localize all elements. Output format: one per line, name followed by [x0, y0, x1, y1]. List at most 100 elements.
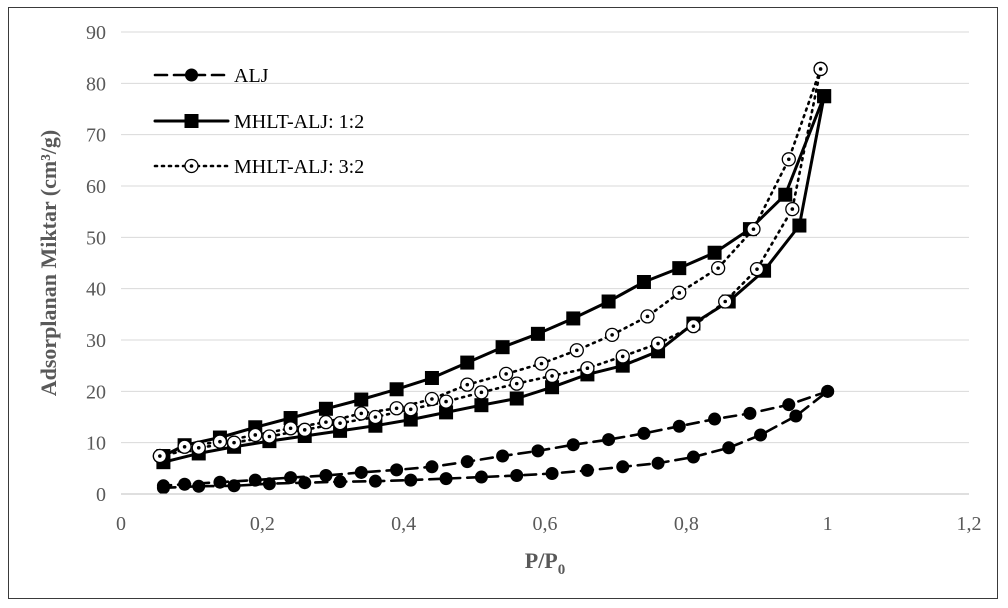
- data-point: [156, 479, 170, 493]
- y-tick-label: 10: [86, 433, 106, 455]
- data-point: [439, 472, 453, 486]
- data-point: [569, 343, 584, 358]
- marker-dot: [575, 348, 579, 353]
- data-point: [354, 465, 368, 479]
- marker-dot: [444, 399, 448, 404]
- data-point: [749, 262, 765, 277]
- data-point: [460, 455, 474, 469]
- marker-dot: [465, 382, 470, 387]
- data-point: [616, 460, 630, 474]
- data-point: [496, 449, 510, 463]
- data-point: [710, 260, 726, 276]
- series-3-adsorption-line: [158, 67, 822, 458]
- data-point: [262, 429, 277, 444]
- x-axis-title: P/P0: [525, 548, 566, 578]
- marker-dot: [253, 433, 258, 437]
- data-point: [534, 356, 549, 371]
- data-point: [498, 366, 514, 382]
- data-point: [248, 473, 262, 487]
- data-point: [781, 152, 796, 167]
- data-point: [636, 274, 651, 289]
- data-point: [544, 368, 560, 384]
- data-point: [566, 311, 581, 326]
- marker-dot: [158, 454, 162, 458]
- marker-dot: [430, 397, 434, 401]
- x-tick-label: 0,8: [674, 513, 699, 535]
- data-point: [707, 245, 722, 260]
- marker-dot: [324, 420, 328, 424]
- data-point: [368, 474, 382, 488]
- data-point: [474, 385, 489, 400]
- data-point: [580, 463, 594, 477]
- x-tick-label: 0,6: [533, 513, 558, 535]
- marker-dot: [394, 406, 399, 411]
- data-point: [192, 479, 206, 493]
- data-point: [404, 473, 418, 487]
- data-point: [495, 340, 510, 355]
- marker-dot: [818, 67, 823, 71]
- marker-dot: [504, 372, 508, 376]
- marker-dot: [585, 366, 590, 371]
- marker-dot: [723, 299, 727, 304]
- data-point: [601, 294, 616, 309]
- y-tick-label: 60: [86, 176, 106, 198]
- marker-dot: [755, 267, 759, 271]
- data-point: [708, 412, 722, 426]
- marker-dot: [691, 324, 696, 328]
- data-point: [637, 426, 651, 440]
- marker-dot: [787, 157, 791, 162]
- data-point: [580, 361, 595, 376]
- data-point: [389, 401, 404, 416]
- data-point: [718, 294, 733, 309]
- legend-marker-1: [185, 68, 198, 82]
- marker-dot: [232, 440, 236, 445]
- data-point: [226, 435, 242, 450]
- legend-marker-2: [184, 114, 199, 128]
- chart-frame: [8, 7, 998, 599]
- marker-dot: [620, 354, 625, 359]
- data-point: [686, 450, 700, 464]
- legend-label-3: MHLT-ALJ: 3:2: [234, 156, 364, 178]
- data-point: [333, 475, 347, 489]
- data-point: [191, 440, 206, 455]
- y-tick-label: 30: [86, 330, 106, 352]
- data-point: [439, 405, 454, 420]
- data-point: [212, 434, 228, 449]
- marker-dot: [514, 381, 519, 386]
- marker-dot: [182, 444, 187, 449]
- data-point: [178, 477, 192, 491]
- axes: 0 10 20 30 40 50 60 70 80 90 0 0,2 0,4 0,6 0,8 1 1,2: [86, 22, 982, 535]
- data-point: [424, 391, 440, 407]
- data-point: [460, 355, 475, 370]
- data-point: [754, 428, 768, 442]
- x-tick-label: 0,4: [391, 513, 416, 535]
- data-point: [283, 421, 298, 436]
- data-point: [389, 382, 404, 397]
- data-point: [390, 463, 404, 477]
- y-tick-label: 20: [86, 381, 106, 403]
- data-point: [152, 448, 168, 464]
- data-point: [686, 318, 701, 334]
- data-point: [672, 419, 686, 433]
- marker-dot: [196, 446, 201, 450]
- data-point: [566, 438, 580, 452]
- data-point: [298, 476, 312, 490]
- marker-dot: [550, 374, 554, 378]
- marker-dot: [677, 290, 682, 295]
- marker-dot: [218, 439, 222, 444]
- marker-dot: [539, 361, 544, 366]
- marker-dot: [610, 333, 614, 337]
- marker-dot: [751, 227, 756, 231]
- data-point: [403, 412, 418, 427]
- x-axis-title-main: P/P: [525, 548, 558, 573]
- data-point: [604, 327, 620, 343]
- gridlines: [121, 31, 969, 444]
- data-point: [789, 409, 803, 423]
- series-1: [156, 384, 835, 495]
- data-point: [778, 187, 793, 202]
- data-point: [615, 349, 630, 364]
- data-point: [318, 401, 333, 416]
- data-point: [403, 402, 418, 417]
- data-point: [545, 380, 560, 395]
